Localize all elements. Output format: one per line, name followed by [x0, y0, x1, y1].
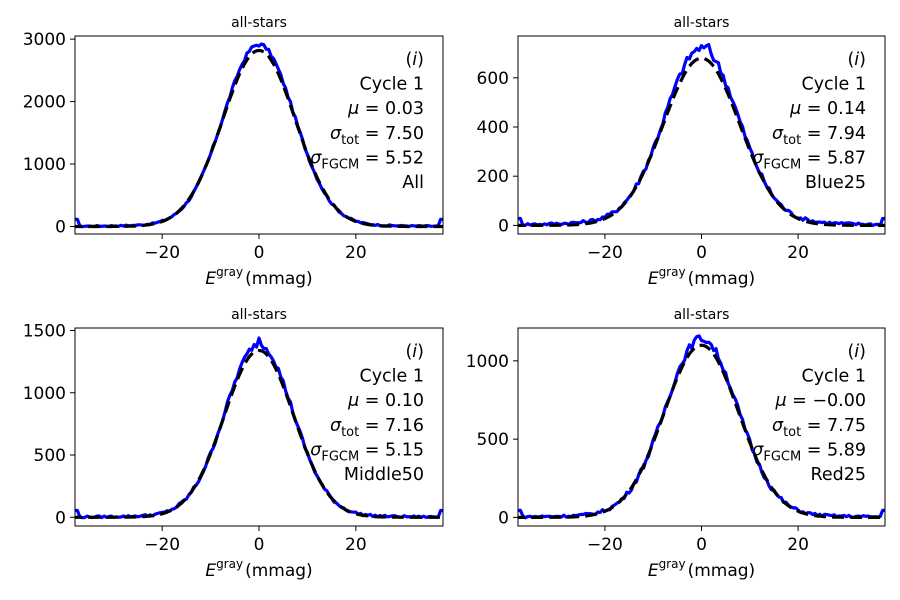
chart-title: all-stars [231, 15, 287, 31]
annotation-subset: Red25 [810, 465, 866, 485]
y-tick-label: 1000 [23, 155, 66, 175]
y-tick-label: 500 [477, 430, 509, 450]
y-tick-label: 400 [477, 118, 509, 138]
y-tick-label: 1500 [23, 321, 66, 341]
x-axis-superscript: gray [659, 265, 686, 279]
y-tick-label: 1000 [23, 384, 66, 404]
y-tick-label: 0 [55, 508, 66, 528]
x-tick-label: 0 [254, 535, 265, 555]
y-tick-label: 200 [477, 167, 509, 187]
chart-title: all-stars [674, 15, 730, 31]
chart-title: all-stars [231, 307, 287, 323]
x-tick-label: 0 [696, 243, 707, 263]
x-axis-symbol: E [648, 561, 659, 581]
x-axis-superscript: gray [216, 557, 243, 571]
annotation-sigma-fgcm: σFGCM = 5.87 [752, 148, 866, 172]
y-tick-label: 600 [477, 69, 509, 89]
x-axis-symbol: E [205, 561, 216, 581]
x-axis-label: Egray (mmag) [205, 265, 312, 289]
x-axis-label: Egray (mmag) [205, 557, 312, 581]
annotation-sigma-tot: σtot = 7.16 [330, 416, 424, 440]
x-axis-unit: (mmag) [688, 269, 756, 289]
annotation-sigma-tot: σtot = 7.94 [772, 124, 866, 148]
annotation-cycle: Cycle 1 [801, 367, 866, 387]
x-tick-label: 0 [254, 243, 265, 263]
y-tick-label: 3000 [23, 30, 66, 50]
x-axis-label: Egray (mmag) [648, 265, 755, 289]
annotation-panel: (i) [847, 50, 866, 70]
annotation-sigma-tot: σtot = 7.75 [772, 416, 866, 440]
x-tick-label: 20 [787, 243, 809, 263]
chart-title: all-stars [674, 307, 730, 323]
x-axis-superscript: gray [216, 265, 243, 279]
annotation-subset: All [402, 173, 424, 193]
y-tick-label: 2000 [23, 93, 66, 113]
annotation-sigma-fgcm: σFGCM = 5.52 [310, 148, 424, 172]
annotation-panel: (i) [847, 342, 866, 362]
annotation-cycle: Cycle 1 [359, 75, 424, 95]
chart-panel-4: all-stars −20 0 20 0 500 1000 Egray (mmag) (i) Cyc… [466, 307, 886, 581]
x-axis-unit: (mmag) [245, 269, 313, 289]
x-axis-label: Egray (mmag) [648, 557, 755, 581]
annotation-panel: (i) [405, 50, 424, 70]
x-tick-label: 20 [345, 243, 367, 263]
fit-curve-dashed [75, 48, 443, 229]
y-tick-label: 0 [498, 216, 509, 236]
chart-panel-3: all-stars −20 0 20 0 500 1000 1500 Egray (mmag) (i… [23, 307, 444, 581]
annotation-mu: μ = 0.03 [347, 99, 424, 119]
annotation-mu: μ = 0.10 [347, 391, 424, 411]
annotation-mu: μ = 0.14 [789, 99, 866, 119]
x-axis-unit: (mmag) [688, 561, 756, 581]
fit-curve-dashed [75, 348, 443, 519]
fit-curve-dashed [518, 56, 885, 227]
annotation-sigma-tot: σtot = 7.50 [330, 124, 424, 148]
x-tick-label: −20 [144, 535, 180, 555]
annotation-subset: Middle50 [344, 465, 424, 485]
x-tick-label: 0 [696, 535, 707, 555]
annotation-cycle: Cycle 1 [801, 75, 866, 95]
annotation-cycle: Cycle 1 [359, 367, 424, 387]
x-axis-symbol: E [205, 269, 216, 289]
x-axis-unit: (mmag) [245, 561, 313, 581]
annotation-mu: μ = −0.00 [774, 391, 866, 411]
x-tick-label: 20 [787, 535, 809, 555]
annotation-panel: (i) [405, 342, 424, 362]
annotation-sigma-fgcm: σFGCM = 5.15 [310, 440, 424, 464]
annotation-subset: Blue25 [805, 173, 866, 193]
y-tick-label: 0 [498, 508, 509, 528]
x-tick-label: −20 [587, 243, 623, 263]
x-tick-label: −20 [144, 243, 180, 263]
x-tick-label: −20 [587, 535, 623, 555]
fit-curve-dashed [518, 343, 885, 519]
y-tick-label: 0 [55, 218, 66, 238]
y-tick-label: 500 [34, 446, 66, 466]
x-axis-superscript: gray [659, 557, 686, 571]
x-axis-symbol: E [648, 269, 659, 289]
annotation-sigma-fgcm: σFGCM = 5.89 [752, 440, 866, 464]
x-tick-label: 20 [345, 535, 367, 555]
y-tick-label: 1000 [466, 352, 509, 372]
